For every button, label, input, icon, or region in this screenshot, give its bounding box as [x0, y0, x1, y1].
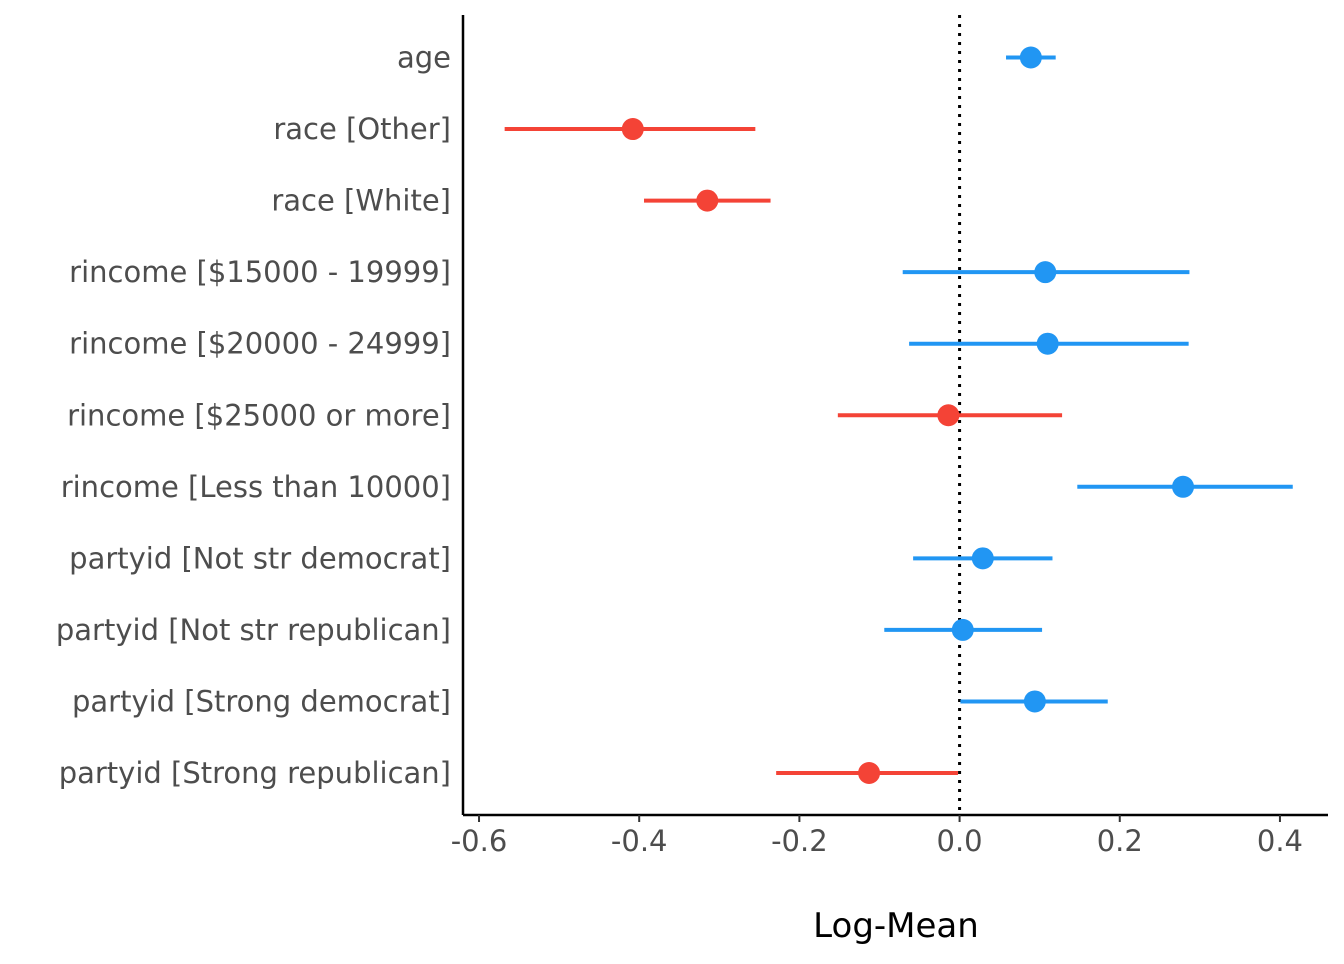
x-tick-label: 0.0: [937, 824, 983, 858]
x-axis-title: Log-Mean: [813, 906, 979, 946]
term-label: race [White]: [271, 184, 451, 218]
x-tick-label: 0.4: [1257, 824, 1303, 858]
axes-group: [461, 15, 1328, 817]
term-label: race [Other]: [273, 112, 451, 146]
point-estimate: [1019, 46, 1042, 69]
point-estimate: [951, 618, 974, 641]
x-tick-label: 0.2: [1097, 824, 1143, 858]
x-ticks-group: -0.6 -0.4 -0.2 0.0 0.2 0.4: [451, 815, 1303, 858]
term-label: rincome [$25000 or more]: [67, 398, 451, 432]
term-label: partyid [Not str republican]: [56, 613, 451, 647]
point-estimate: [937, 404, 960, 427]
point-estimate: [858, 762, 881, 784]
term-label: rincome [$20000 - 24999]: [69, 327, 451, 361]
point-estimate: [696, 189, 719, 212]
x-tick-label: -0.2: [771, 824, 828, 858]
term-label: rincome [$15000 - 19999]: [69, 255, 451, 289]
term-label: partyid [Not str democrat]: [69, 541, 451, 575]
point-estimate: [1034, 261, 1057, 284]
term-label: rincome [Less than 10000]: [61, 470, 451, 504]
point-estimate: [1172, 475, 1195, 498]
term-labels-group: age race [Other] race [White] rincome [$150…: [56, 41, 451, 791]
point-estimate: [621, 118, 644, 141]
estimates-group: [504, 46, 1293, 784]
term-label: age: [397, 41, 451, 75]
term-label: partyid [Strong republican]: [59, 756, 451, 790]
term-label: partyid [Strong democrat]: [72, 684, 451, 718]
point-estimate: [971, 547, 994, 570]
x-tick-label: -0.6: [451, 824, 508, 858]
point-estimate: [1023, 690, 1046, 713]
point-estimate: [1036, 332, 1059, 355]
x-tick-label: -0.4: [611, 824, 668, 858]
